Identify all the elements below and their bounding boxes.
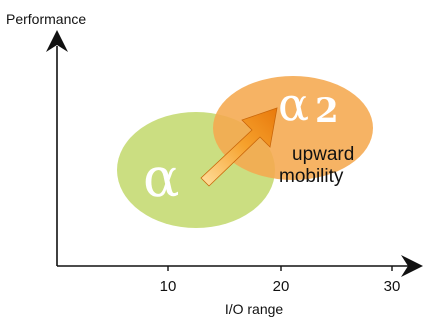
y-axis-title: Performance xyxy=(6,11,86,27)
note-mobility: mobility xyxy=(279,166,344,187)
x-tick-label-10: 10 xyxy=(160,278,177,295)
note-upward: upward xyxy=(292,144,354,165)
x-tick-label-20: 20 xyxy=(273,278,290,295)
alpha2-subscript: 2 xyxy=(315,91,339,131)
x-axis-title: I/O range xyxy=(225,301,284,317)
alpha2-label: α xyxy=(278,77,309,131)
x-tick-label-30: 30 xyxy=(384,278,401,295)
alpha-label: α xyxy=(143,146,179,209)
alpha2-ellipse xyxy=(213,76,373,180)
x-axis-arrowhead xyxy=(401,255,423,277)
upward-mobility-arrow-icon xyxy=(200,107,278,187)
y-axis-arrowhead xyxy=(46,30,68,52)
